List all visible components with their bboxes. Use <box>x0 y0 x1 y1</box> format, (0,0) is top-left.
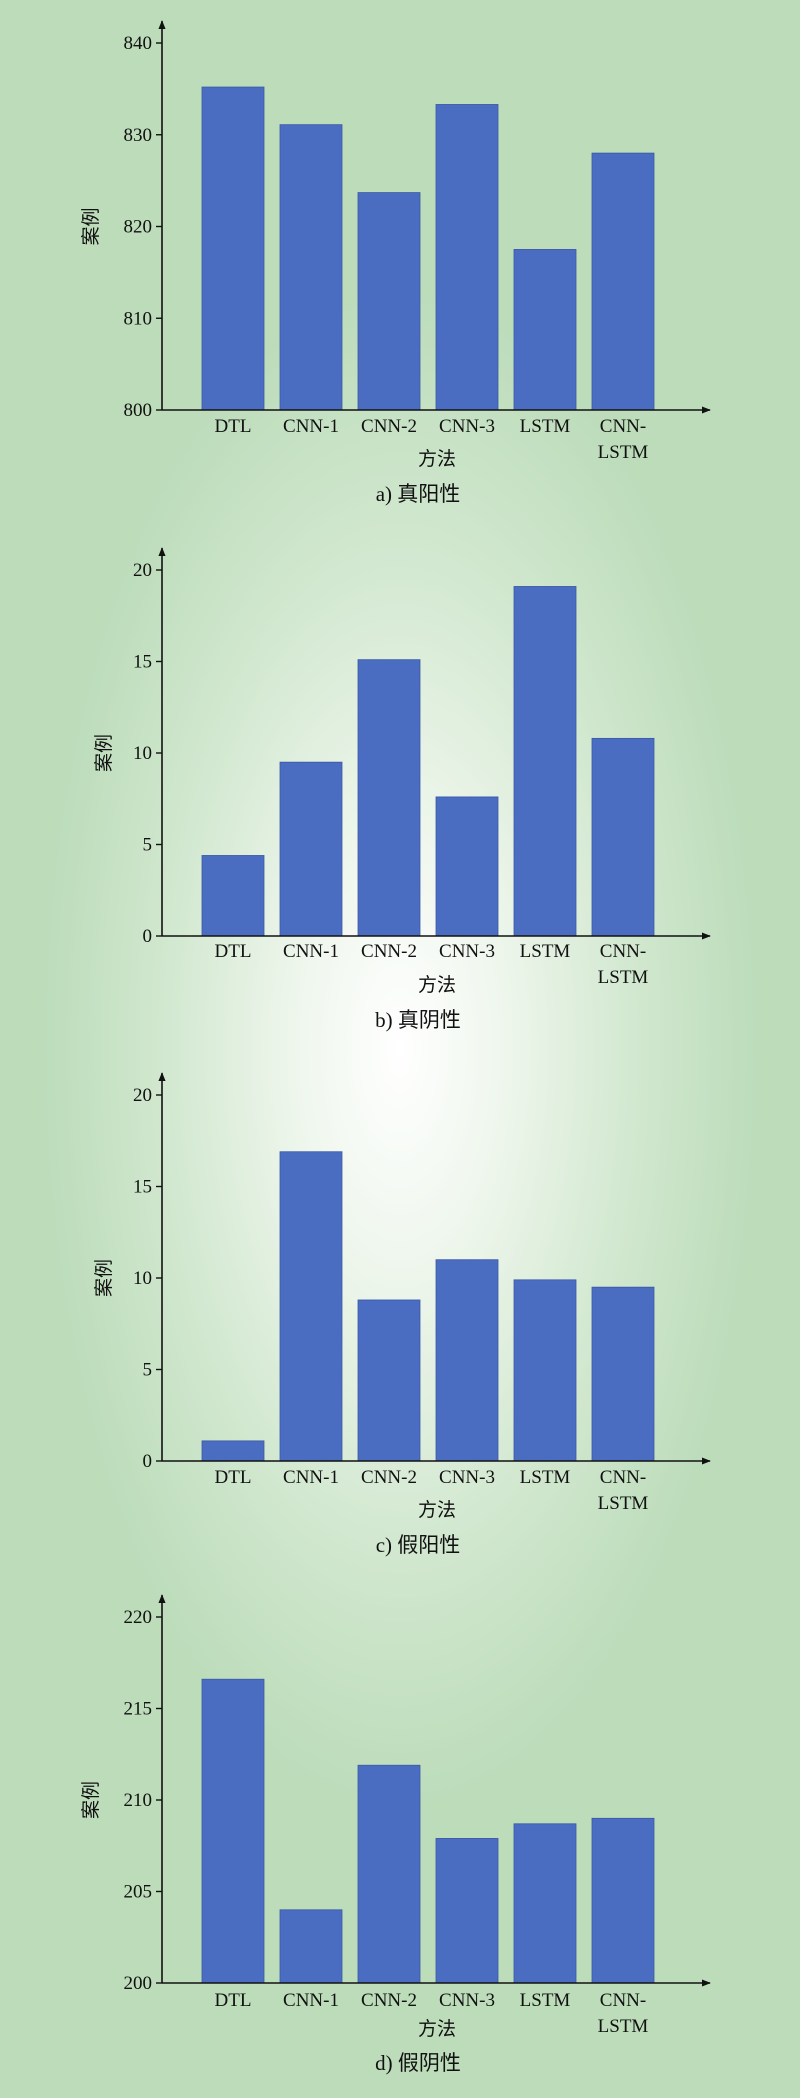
x-category-label: CNN-3 <box>439 1467 495 1488</box>
x-category-label: LSTM <box>520 1990 571 2011</box>
bar-cnn-2 <box>357 1764 421 1984</box>
bar-cnn-2 <box>357 659 421 937</box>
x-category-label: LSTM <box>520 416 571 437</box>
chart-caption: d) 假阴性 <box>375 2051 461 2075</box>
y-tick-label: 800 <box>124 400 153 421</box>
x-category-label: CNN-2 <box>361 1990 417 2011</box>
y-tick-label: 220 <box>124 1607 153 1628</box>
bar-cnn-1 <box>279 761 343 937</box>
y-tick-label: 840 <box>124 33 153 54</box>
y-tick-label: 5 <box>143 835 153 856</box>
chart-panel-3: 0 5 10 15 20 DTL CNN-1 CNN-2 CNN-3 LSTM CNN-LSTM 方法… <box>93 1072 711 1557</box>
bar-cnn-lstm <box>591 737 655 937</box>
bar-lstm <box>513 586 577 937</box>
y-tick-label: 10 <box>133 743 152 764</box>
bar-lstm <box>513 249 577 411</box>
x-category-label: CNN-1 <box>283 1467 339 1488</box>
x-category-label: CNN-2 <box>361 941 417 962</box>
y-tick-label: 0 <box>143 1451 153 1472</box>
chart-panel-1: 800 810 820 830 840 DTL CNN-1 CNN-2 CNN-3 LSTM CNN… <box>80 20 711 506</box>
bar-dtl <box>201 1678 265 1984</box>
chart-panel-2: 0 5 10 15 20 DTL CNN-1 CNN-2 CNN-3 LSTM CNN-LSTM 方法… <box>93 547 711 1032</box>
bar-cnn-1 <box>279 1909 343 1984</box>
x-category-label: CNN-2 <box>361 416 417 437</box>
x-axis-title: 方法 <box>418 2018 456 2040</box>
chart-panel-4: 200 205 210 215 220 DTL CNN-1 CNN-2 CNN-3 LSTM CNN… <box>80 1594 711 2075</box>
bar-cnn-1 <box>279 124 343 411</box>
x-category-label: CNN-3 <box>439 1990 495 2011</box>
y-tick-label: 20 <box>133 560 152 581</box>
x-category-label: DTL <box>215 416 252 437</box>
x-category-label: CNN-1 <box>283 941 339 962</box>
y-axis-title: 案例 <box>80 207 102 245</box>
y-axis-title: 案例 <box>93 734 115 772</box>
y-tick-label: 820 <box>124 217 153 238</box>
bar-cnn-lstm <box>591 1817 655 1984</box>
x-category-label: CNN-3 <box>439 941 495 962</box>
chart-caption: b) 真阴性 <box>375 1008 461 1032</box>
x-category-label: LSTM <box>520 1467 571 1488</box>
y-tick-label: 810 <box>124 308 153 329</box>
x-category-label: LSTM <box>520 941 571 962</box>
y-tick-label: 215 <box>124 1699 153 1720</box>
bar-cnn-3 <box>435 1838 499 1984</box>
chart-caption: a) 真阳性 <box>376 482 461 506</box>
x-axis-title: 方法 <box>418 974 456 996</box>
chart-caption: c) 假阳性 <box>376 1533 461 1557</box>
bar-cnn-2 <box>357 192 421 411</box>
bar-dtl <box>201 855 265 937</box>
x-axis-title: 方法 <box>418 448 456 470</box>
y-axis-title: 案例 <box>93 1259 115 1297</box>
bar-lstm <box>513 1823 577 1984</box>
bar-cnn-lstm <box>591 1286 655 1462</box>
y-tick-label: 0 <box>143 926 153 947</box>
bar-dtl <box>201 86 265 411</box>
y-tick-label: 205 <box>124 1882 153 1903</box>
bar-dtl <box>201 1440 265 1462</box>
bar-lstm <box>513 1279 577 1462</box>
x-category-label: CNN-LSTM <box>598 941 649 988</box>
x-category-label: CNN-LSTM <box>598 1990 649 2037</box>
bar-cnn-1 <box>279 1151 343 1462</box>
x-category-label: DTL <box>215 1990 252 2011</box>
y-tick-label: 10 <box>133 1268 152 1289</box>
x-category-label: CNN-2 <box>361 1467 417 1488</box>
x-category-label: CNN-LSTM <box>598 416 649 463</box>
x-category-label: CNN-1 <box>283 416 339 437</box>
bar-cnn-3 <box>435 104 499 411</box>
x-axis-title: 方法 <box>418 1499 456 1521</box>
bar-cnn-3 <box>435 1259 499 1462</box>
y-tick-label: 15 <box>133 652 152 673</box>
bar-cnn-2 <box>357 1299 421 1462</box>
y-axis-title: 案例 <box>80 1781 102 1819</box>
x-category-label: DTL <box>215 1467 252 1488</box>
x-category-label: CNN-LSTM <box>598 1467 649 1514</box>
y-tick-label: 15 <box>133 1177 152 1198</box>
y-tick-label: 200 <box>124 1973 153 1994</box>
x-category-label: DTL <box>215 941 252 962</box>
y-tick-label: 210 <box>124 1790 153 1811</box>
y-tick-label: 5 <box>143 1360 153 1381</box>
bar-cnn-3 <box>435 796 499 937</box>
x-category-label: CNN-3 <box>439 416 495 437</box>
y-tick-label: 830 <box>124 125 153 146</box>
bar-cnn-lstm <box>591 152 655 411</box>
x-category-label: CNN-1 <box>283 1990 339 2011</box>
y-tick-label: 20 <box>133 1085 152 1106</box>
